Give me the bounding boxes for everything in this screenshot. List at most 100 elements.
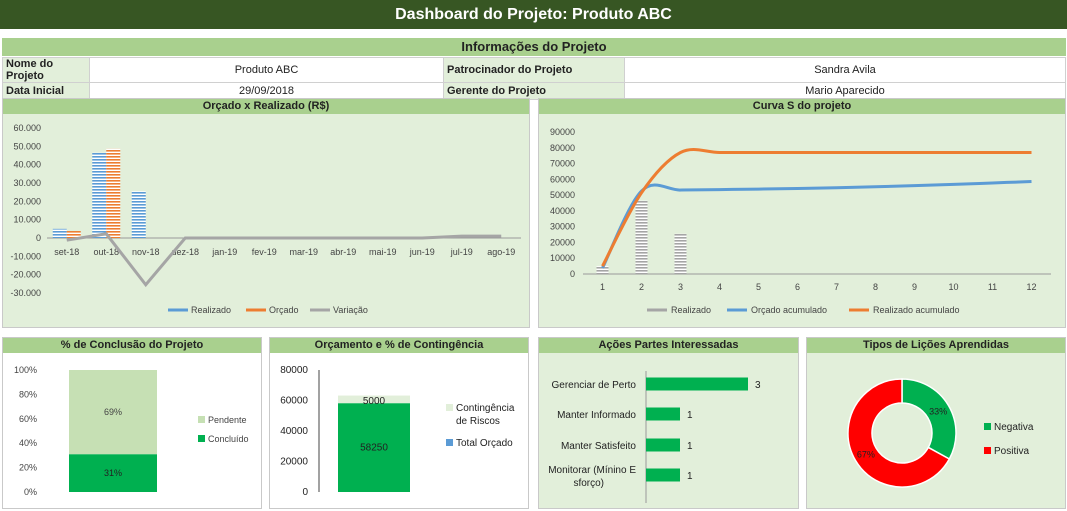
category-label: Manter Satisfeito: [561, 441, 636, 452]
legend-label: Realizado: [191, 305, 231, 315]
x-tick-label: 10: [948, 282, 958, 292]
y-tick-label: 40000: [550, 206, 575, 216]
y-tick-label: -20.000: [10, 270, 41, 280]
data-label: 5000: [363, 396, 386, 407]
bar-realizado: [131, 191, 146, 238]
bar-orcado: [66, 231, 81, 238]
budget-vs-actual-panel: Orçado x Realizado (R$) 60.000 50.000 40.0…: [2, 98, 530, 328]
y-tick-label: 100%: [14, 365, 37, 375]
x-tick-label: 3: [678, 282, 683, 292]
legend-label: Realizado acumulado: [873, 305, 960, 315]
lessons-title: Tipos de Lições Aprendidas: [807, 338, 1065, 353]
legend-label: de Riscos: [456, 416, 500, 427]
data-label: 33%: [929, 407, 947, 417]
legend-swatch: [198, 435, 205, 442]
category-label: Manter Informado: [557, 410, 636, 421]
y-tick-label: 30000: [550, 222, 575, 232]
x-tick-label: dez-18: [171, 247, 199, 257]
y-tick-label: 60%: [19, 414, 37, 424]
completion-panel: % de Conclusão do Projeto 100% 80% 60% 40% 2…: [2, 337, 262, 509]
legend-label: Variação: [333, 305, 368, 315]
x-tick-label: 4: [717, 282, 722, 292]
bar-realizado: [52, 228, 67, 238]
y-tick-label: 20000: [550, 237, 575, 247]
bar-contingencia: [338, 395, 410, 404]
y-tick-label: 40.000: [13, 160, 41, 170]
x-tick-label: jan-19: [211, 247, 237, 257]
info-section-header: Informações do Projeto: [2, 38, 1066, 56]
bar-pendente: [69, 370, 157, 455]
y-tick-label: 80%: [19, 389, 37, 399]
sponsor-value: Sandra Avila: [624, 57, 1066, 83]
bar: [646, 377, 748, 391]
stakeholders-chart: Gerenciar de Perto 3 Manter Informado 1 Mant…: [548, 371, 761, 503]
budget-vs-actual-title: Orçado x Realizado (R$): [3, 99, 529, 114]
y-tick-label: 0: [302, 487, 308, 498]
x-tick-label: ago-19: [487, 247, 515, 257]
s-curve-chart: 90000 80000 70000 60000 50000 40000 30000 20000…: [550, 127, 1051, 315]
y-tick-label: 50.000: [13, 141, 41, 151]
bar-concluido: [69, 454, 157, 492]
data-label: 31%: [104, 468, 122, 478]
stakeholders-panel: Ações Partes Interessadas Gerenciar de P…: [538, 337, 799, 509]
data-label: 67%: [857, 449, 875, 459]
bar-orcado: [106, 148, 121, 238]
y-tick-label: -10.000: [10, 251, 41, 261]
legend-label: Positiva: [994, 446, 1029, 457]
bar: [646, 468, 680, 482]
table-row: Data Inicial 29/09/2018 Gerente do Proje…: [2, 82, 1066, 100]
y-tick-label: 10000: [550, 253, 575, 263]
y-tick-label: 0: [570, 269, 575, 279]
bar-realizado: [635, 200, 648, 274]
line-realizado-acumulado: [601, 148, 1032, 267]
legend-label: Orçado: [269, 305, 299, 315]
manager-value: Mario Aparecido: [624, 82, 1066, 100]
completion-chart: 100% 80% 60% 40% 20% 0% 31% 69% Pendente Concluíd…: [14, 365, 249, 497]
legend-label: Realizado: [671, 305, 711, 315]
bar-total-orcado: [338, 403, 410, 492]
y-tick-label: 20.000: [13, 196, 41, 206]
contingency-title: Orçamento e % de Contingência: [270, 338, 528, 353]
y-tick-label: 60.000: [13, 123, 41, 133]
sponsor-label: Patrocinador do Projeto: [443, 57, 625, 83]
x-tick-label: 2: [639, 282, 644, 292]
x-tick-label: jul-19: [450, 247, 473, 257]
legend-swatch: [984, 447, 991, 454]
table-row: Nome do Projeto Produto ABC Patrocinador…: [2, 57, 1066, 83]
bar: [646, 407, 680, 421]
bar-realizado: [596, 266, 609, 274]
contingency-chart: 80000 60000 40000 20000 0 58250 5000 Contingênc…: [280, 365, 515, 498]
category-label: sforço): [573, 478, 604, 489]
s-curve-title: Curva S do projeto: [539, 99, 1065, 114]
project-name-label: Nome do Projeto: [2, 57, 90, 83]
legend-label: Concluído: [208, 434, 249, 444]
y-tick-label: 80000: [280, 365, 308, 376]
y-tick-label: 0: [36, 233, 41, 243]
y-tick-label: 60000: [550, 174, 575, 184]
line-variacao: [66, 232, 502, 288]
budget-vs-actual-chart: 60.000 50.000 40.000 30.000 20.000 10.000 0 -10…: [10, 123, 521, 315]
legend-label: Orçado acumulado: [751, 305, 827, 315]
x-tick-label: out-18: [93, 247, 119, 257]
bar-realizado: [674, 233, 687, 274]
x-tick-label: set-18: [54, 247, 79, 257]
x-tick-label: jun-19: [409, 247, 435, 257]
data-label: 1: [687, 471, 693, 482]
y-tick-label: 10.000: [13, 215, 41, 225]
data-label: 1: [687, 410, 693, 421]
data-label: 3: [755, 380, 761, 391]
data-label: 69%: [104, 407, 122, 417]
data-label: 58250: [360, 443, 388, 454]
x-tick-label: 6: [795, 282, 800, 292]
completion-title: % de Conclusão do Projeto: [3, 338, 261, 353]
legend-swatch: [446, 404, 453, 411]
legend-label: Contingência: [456, 403, 515, 414]
slice-positiva: [847, 378, 951, 488]
y-tick-label: 30.000: [13, 178, 41, 188]
category-label: Gerenciar de Perto: [552, 380, 637, 391]
x-tick-label: mar-19: [289, 247, 318, 257]
legend-swatch: [984, 423, 991, 430]
lessons-panel: Tipos de Lições Aprendidas 33% 67% Negativ…: [806, 337, 1066, 509]
project-name-value: Produto ABC: [89, 57, 444, 83]
project-info-table: Nome do Projeto Produto ABC Patrocinador…: [2, 57, 1066, 100]
